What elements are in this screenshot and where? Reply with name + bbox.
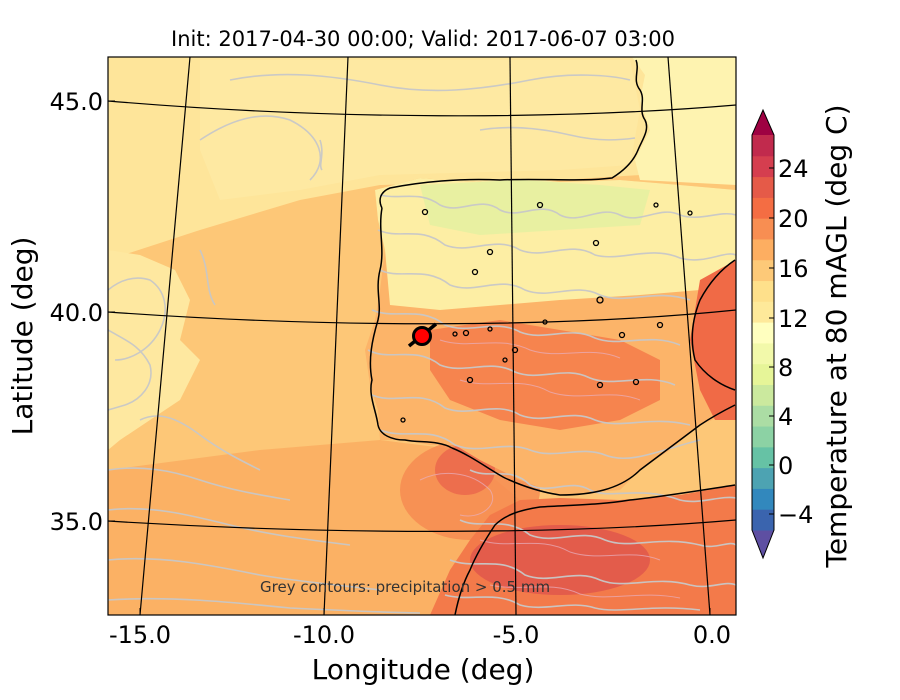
colorbar-band [752, 488, 774, 510]
colorbar-tick-label: 4 [778, 403, 793, 431]
temperature-isolines [419, 339, 681, 599]
biscay-zone [200, 60, 640, 200]
colorbar-band [752, 197, 774, 219]
iberia-mountain-cool [420, 180, 650, 235]
colorbar-band [752, 322, 774, 344]
colorbar-band [752, 446, 774, 469]
x-axis: -15.0 -10.0 -5.0 0.0 Longitude (deg) [109, 608, 731, 686]
precip-contours [108, 73, 736, 614]
colorbar-band [752, 238, 774, 261]
colorbar-tick-label: 12 [778, 305, 809, 333]
y-tick-label: 40.0 [50, 299, 103, 327]
colorbar-band [752, 342, 774, 365]
map-title: Init: 2017-04-30 00:00; Valid: 2017-06-0… [171, 27, 675, 51]
colorbar-band [752, 467, 774, 489]
colorbar-band [752, 405, 774, 427]
colorbar-extend-low [752, 530, 774, 558]
x-tick-label: -10.0 [293, 621, 355, 649]
y-tick-label: 45.0 [50, 88, 103, 116]
precipitation-note: Grey contours: precipitation > 0.5 mm [260, 578, 551, 596]
colorbar-band [752, 155, 774, 178]
colorbar-band [752, 218, 774, 240]
west-cool-tongue [108, 250, 200, 450]
colorbar-tick-label: 20 [778, 205, 809, 233]
x-axis-label: Longitude (deg) [312, 653, 535, 686]
colorbar-band [752, 259, 774, 282]
y-axis-label: Latitude (deg) [6, 237, 39, 436]
med-warm-strip [690, 260, 736, 420]
colorbar-tick-label: 8 [778, 354, 793, 382]
y-tick-label: 35.0 [50, 508, 103, 536]
temperature-field [108, 57, 736, 615]
colorbar-extend-high [752, 110, 774, 135]
colorbar-outline [751, 108, 775, 560]
map-frame [107, 56, 737, 616]
colorbar-tick-label: −4 [778, 501, 813, 529]
colorbar-tick-label: 0 [778, 452, 793, 480]
colorbar-band [752, 363, 774, 385]
colorbar-ticks: 24 20 16 12 8 4 0 −4 [769, 155, 813, 529]
colorbar-label: Temperature at 80 mAGL (deg C) [820, 104, 853, 568]
colorbar-band [752, 384, 774, 406]
colorbar-band [752, 426, 774, 448]
colorbar-band [752, 176, 774, 198]
colorbar: 24 20 16 12 8 4 0 −4 Temperature at 80 mAGL (de… [751, 104, 853, 569]
x-tick-label: 0.0 [693, 621, 731, 649]
coastlines [369, 59, 736, 615]
colorbar-tick-label: 16 [778, 255, 809, 283]
colorbar-band [752, 135, 774, 157]
colorbar-tick-label: 24 [778, 155, 809, 183]
x-tick-label: -15.0 [109, 621, 171, 649]
y-axis: 45.0 40.0 35.0 Latitude (deg) [6, 88, 115, 536]
graticule [108, 57, 736, 615]
location-marker-icon [407, 322, 438, 348]
france-land [632, 57, 736, 185]
colorbar-bands [752, 110, 774, 558]
colorbar-band [752, 509, 774, 531]
colorbar-band [752, 301, 774, 323]
colorbar-band [752, 280, 774, 302]
x-tick-label: -5.0 [493, 621, 540, 649]
